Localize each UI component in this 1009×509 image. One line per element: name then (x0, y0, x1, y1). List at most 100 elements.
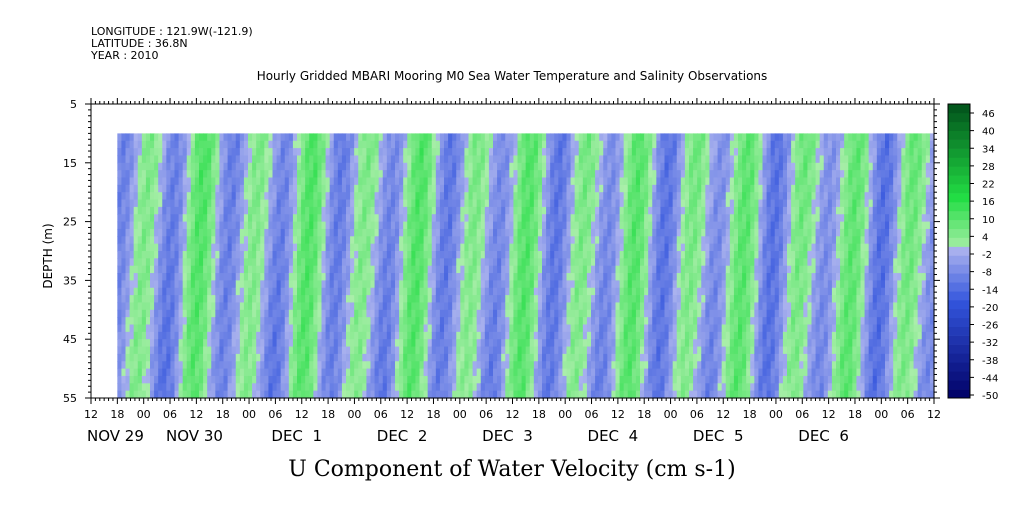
heatmap-cell (325, 214, 331, 223)
heatmap-cell (211, 309, 216, 318)
heatmap-cell (399, 383, 404, 392)
heatmap-cell (297, 206, 302, 215)
heatmap-cell (431, 177, 437, 186)
heatmap-cell (395, 170, 400, 179)
heatmap-cell (354, 287, 359, 296)
heatmap-cell (550, 361, 555, 370)
heatmap-cell (603, 243, 608, 252)
heatmap-cell (256, 346, 261, 355)
heatmap-cell (591, 287, 596, 296)
heatmap-cell (427, 309, 433, 318)
heatmap-cell (154, 170, 159, 179)
heatmap-cell (395, 361, 400, 370)
heatmap-cell (239, 133, 245, 142)
heatmap-cell (256, 368, 261, 377)
heatmap-cell (125, 258, 131, 267)
heatmap-cell (672, 140, 678, 149)
heatmap-cell (407, 390, 412, 399)
heatmap-cell (276, 375, 282, 384)
heatmap-cell (574, 192, 580, 201)
heatmap-cell (194, 368, 200, 377)
heatmap-cell (472, 280, 478, 289)
heatmap-cell (676, 221, 682, 230)
heatmap-cell (333, 236, 339, 245)
heatmap-cell (272, 192, 278, 201)
heatmap-cell (640, 383, 645, 392)
heatmap-cell (533, 331, 539, 340)
heatmap-cell (672, 214, 678, 223)
heatmap-cell (439, 206, 445, 215)
heatmap-cell (419, 258, 425, 267)
heatmap-cell (525, 155, 531, 164)
heatmap-cell (382, 155, 388, 164)
heatmap-cell (562, 199, 568, 208)
heatmap-cell (415, 236, 421, 245)
heatmap-cell (309, 177, 314, 186)
heatmap-cell (346, 302, 351, 311)
heatmap-cell (493, 353, 498, 362)
heatmap-cell (341, 361, 347, 370)
heatmap-cell (288, 170, 294, 179)
heatmap-cell (186, 375, 192, 384)
heatmap-cell (497, 346, 502, 355)
heatmap-cell (533, 375, 539, 384)
heatmap-cell (484, 236, 490, 245)
heatmap-cell (292, 287, 298, 296)
heatmap-cell (178, 361, 184, 370)
heatmap-cell (178, 251, 184, 259)
heatmap-cell (578, 339, 584, 348)
heatmap-cell (350, 214, 355, 223)
heatmap-cell (460, 243, 466, 252)
heatmap-cell (325, 258, 331, 267)
heatmap-cell (337, 155, 343, 164)
heatmap-cell (162, 251, 167, 259)
heatmap-cell (672, 324, 678, 333)
heatmap-cell (403, 273, 408, 281)
heatmap-cell (162, 353, 167, 362)
heatmap-cell (456, 199, 461, 208)
heatmap-cell (648, 309, 653, 318)
heatmap-cell (190, 184, 196, 193)
heatmap-cell (444, 184, 449, 193)
heatmap-cell (574, 346, 580, 355)
heatmap-cell (182, 155, 188, 164)
heatmap-cell (227, 236, 233, 245)
heatmap-cell (207, 368, 212, 377)
heatmap-cell (586, 184, 592, 193)
heatmap-cell (182, 324, 188, 333)
heatmap-cell (501, 177, 506, 186)
heatmap-cell (460, 361, 466, 370)
heatmap-cell (582, 148, 588, 157)
heatmap-cell (484, 199, 490, 208)
heatmap-cell (546, 251, 551, 259)
heatmap-cell (399, 273, 404, 281)
heatmap-cell (448, 162, 453, 171)
heatmap-cell (325, 251, 331, 259)
heatmap-cell (603, 383, 608, 392)
heatmap-cell (231, 228, 237, 237)
heatmap-cell (354, 221, 359, 230)
heatmap-cell (309, 331, 314, 340)
heatmap-cell (537, 287, 543, 296)
heatmap-cell (619, 368, 625, 377)
heatmap-cell (415, 353, 421, 362)
heatmap-cell (550, 309, 555, 318)
heatmap-cell (656, 236, 662, 245)
heatmap-cell (656, 390, 662, 399)
heatmap-cell (317, 251, 323, 259)
heatmap-cell (664, 353, 670, 362)
heatmap-cell (358, 368, 363, 377)
heatmap-cell (231, 295, 237, 304)
heatmap-cell (333, 199, 339, 208)
heatmap-cell (570, 236, 576, 245)
heatmap-cell (309, 390, 314, 399)
heatmap-cell (268, 162, 274, 171)
heatmap-cell (162, 361, 167, 370)
heatmap-cell (141, 287, 147, 296)
heatmap-cell (305, 243, 310, 252)
heatmap-cell (505, 155, 510, 164)
heatmap-cell (501, 317, 506, 326)
heatmap-cell (533, 309, 539, 318)
heatmap-cell (423, 133, 429, 142)
heatmap-cell (333, 184, 339, 193)
